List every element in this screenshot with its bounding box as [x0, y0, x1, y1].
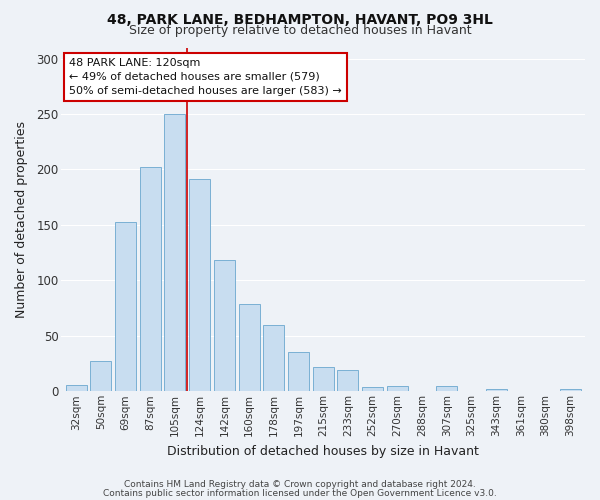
- Text: 48 PARK LANE: 120sqm
← 49% of detached houses are smaller (579)
50% of semi-deta: 48 PARK LANE: 120sqm ← 49% of detached h…: [69, 58, 342, 96]
- X-axis label: Distribution of detached houses by size in Havant: Distribution of detached houses by size …: [167, 444, 479, 458]
- Text: Contains public sector information licensed under the Open Government Licence v3: Contains public sector information licen…: [103, 488, 497, 498]
- Bar: [436, 386, 457, 392]
- Bar: [140, 168, 161, 392]
- Bar: [214, 260, 235, 392]
- Bar: [362, 387, 383, 392]
- Y-axis label: Number of detached properties: Number of detached properties: [15, 121, 28, 318]
- Bar: [91, 362, 112, 392]
- Bar: [288, 352, 309, 392]
- Bar: [239, 304, 260, 392]
- Bar: [387, 386, 408, 392]
- Bar: [164, 114, 185, 392]
- Bar: [560, 389, 581, 392]
- Text: 48, PARK LANE, BEDHAMPTON, HAVANT, PO9 3HL: 48, PARK LANE, BEDHAMPTON, HAVANT, PO9 3…: [107, 12, 493, 26]
- Bar: [485, 389, 506, 392]
- Text: Size of property relative to detached houses in Havant: Size of property relative to detached ho…: [128, 24, 472, 37]
- Bar: [337, 370, 358, 392]
- Bar: [189, 180, 210, 392]
- Bar: [115, 222, 136, 392]
- Text: Contains HM Land Registry data © Crown copyright and database right 2024.: Contains HM Land Registry data © Crown c…: [124, 480, 476, 489]
- Bar: [313, 367, 334, 392]
- Bar: [263, 324, 284, 392]
- Bar: [65, 384, 86, 392]
